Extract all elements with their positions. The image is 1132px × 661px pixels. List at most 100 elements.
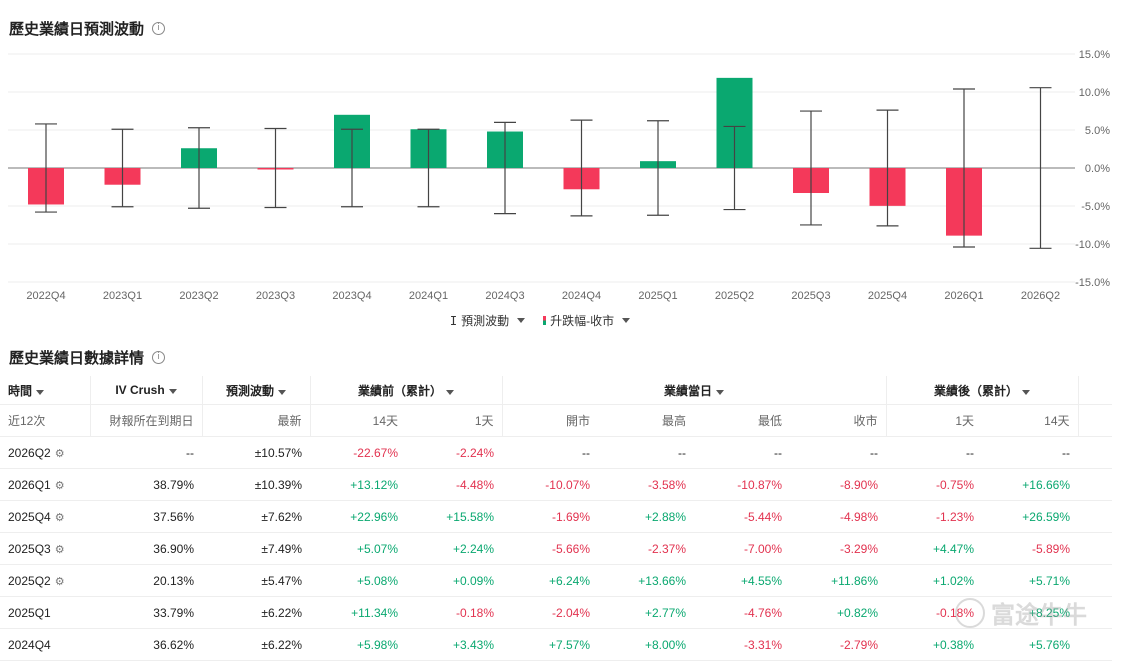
table-cell: -10.07% xyxy=(502,468,598,501)
chevron-down-icon xyxy=(278,389,286,395)
logo-icon xyxy=(955,597,985,628)
table-cell: +13.12% xyxy=(310,468,406,501)
x-tick-label: 2023Q2 xyxy=(179,290,218,302)
table-cell: +8.25% xyxy=(982,596,1078,629)
row-spacer xyxy=(1078,564,1112,597)
x-tick-label: 2026Q1 xyxy=(944,290,983,302)
header-iv-crush[interactable]: IV Crush xyxy=(90,376,203,405)
table-cell: +0.82% xyxy=(790,596,886,629)
table-cell: -- xyxy=(598,436,694,469)
x-tick-label: 2026Q2 xyxy=(1021,290,1060,302)
table-cell: +15.58% xyxy=(406,500,502,533)
row-time: 2025Q2 ⚙ xyxy=(0,564,90,597)
subheader-cell: 收市 xyxy=(790,404,887,437)
table-cell: +11.86% xyxy=(790,564,886,597)
subheader-cell: 1天 xyxy=(886,404,982,437)
subheader-row: 近12次 財報所在到期日 最新 14天 1天 開市 最高 最低 收市 1天 14天 xyxy=(0,404,1112,437)
header-pre-earnings[interactable]: 業績前（累計） xyxy=(310,376,503,405)
chevron-down-icon xyxy=(1022,389,1030,395)
info-icon[interactable]: i xyxy=(152,22,166,35)
table-row[interactable]: 2024Q4 36.62% ±6.22% +5.98% +3.43% +7.57% +8.0… xyxy=(0,628,1112,661)
table-cell: ±10.57% xyxy=(202,436,310,469)
gear-icon[interactable]: ⚙ xyxy=(54,574,65,588)
table-cell: -- xyxy=(502,436,598,469)
header-time[interactable]: 時間 xyxy=(0,376,91,405)
table-cell: -5.44% xyxy=(694,500,790,533)
chart-section-title: 歷史業績日預測波動 i xyxy=(9,18,166,39)
x-tick-label: 2025Q3 xyxy=(791,290,830,302)
x-tick-label: 2024Q1 xyxy=(409,290,448,302)
table-cell: +4.55% xyxy=(694,564,790,597)
earnings-table: 時間 IV Crush 預測波動 業績前（累計） 業績當日 業績後（累計） 近1… xyxy=(0,376,1112,661)
header-forecast[interactable]: 預測波動 xyxy=(202,376,311,405)
table-row[interactable]: 2025Q1 33.79% ±6.22% +11.34% -0.18% -2.04% +2.… xyxy=(0,596,1112,629)
table-cell: 36.90% xyxy=(90,532,202,565)
gear-icon[interactable]: ⚙ xyxy=(54,446,65,460)
table-cell: +16.66% xyxy=(982,468,1078,501)
table-cell: -- xyxy=(886,436,982,469)
table-cell: -8.90% xyxy=(790,468,886,501)
info-icon[interactable]: i xyxy=(152,351,166,364)
table-cell: -5.89% xyxy=(982,532,1078,565)
table-cell: +2.24% xyxy=(406,532,502,565)
legend-item-forecast[interactable]: I 預測波動 xyxy=(450,312,526,329)
table-cell: -5.66% xyxy=(502,532,598,565)
table-row[interactable]: 2025Q3 ⚙ 36.90% ±7.49% +5.07% +2.24% -5.66% -2.… xyxy=(0,532,1112,565)
table-cell: 37.56% xyxy=(90,500,202,533)
row-spacer xyxy=(1078,628,1112,661)
table-title-text: 歷史業績日數據詳情 xyxy=(9,350,145,367)
subheader-cell: 1天 xyxy=(406,404,503,437)
row-time: 2025Q1 xyxy=(0,596,90,629)
y-tick-label: 0.0% xyxy=(1085,163,1110,175)
table-cell: -0.75% xyxy=(886,468,982,501)
table-cell: +1.02% xyxy=(886,564,982,597)
row-time: 2025Q3 ⚙ xyxy=(0,532,90,565)
table-cell: +7.57% xyxy=(502,628,598,661)
subheader-cell: 開市 xyxy=(502,404,598,437)
gear-icon[interactable]: ⚙ xyxy=(54,510,65,524)
table-cell: -- xyxy=(982,436,1078,469)
table-cell: -2.79% xyxy=(790,628,886,661)
table-cell: ±6.22% xyxy=(202,596,310,629)
table-cell: ±7.62% xyxy=(202,500,310,533)
table-cell: +26.59% xyxy=(982,500,1078,533)
x-tick-label: 2024Q3 xyxy=(485,290,524,302)
table-cell: -3.58% xyxy=(598,468,694,501)
x-tick-label: 2022Q4 xyxy=(26,290,65,302)
header-post-earnings[interactable]: 業績後（累計） xyxy=(886,376,1079,405)
table-cell: +8.00% xyxy=(598,628,694,661)
table-cell: -2.37% xyxy=(598,532,694,565)
row-time: 2025Q4 ⚙ xyxy=(0,500,90,533)
table-cell: -3.29% xyxy=(790,532,886,565)
chart-legend: I 預測波動 升跌幅-收市 xyxy=(0,312,1080,329)
gear-icon[interactable]: ⚙ xyxy=(54,478,65,492)
subheader-spacer xyxy=(1078,404,1112,437)
row-spacer xyxy=(1078,500,1112,533)
table-row[interactable]: 2026Q2 ⚙ -- ±10.57% -22.67% -2.24% -- -- -- -- -- -… xyxy=(0,436,1112,469)
table-cell: +6.24% xyxy=(502,564,598,597)
x-tick-label: 2023Q1 xyxy=(103,290,142,302)
table-row[interactable]: 2025Q2 ⚙ 20.13% ±5.47% +5.08% +0.09% +6.24% +13… xyxy=(0,564,1112,597)
legend-change-label: 升跌幅-收市 xyxy=(550,314,615,328)
table-cell: ±7.49% xyxy=(202,532,310,565)
table-cell: 20.13% xyxy=(90,564,202,597)
table-cell: 38.79% xyxy=(90,468,202,501)
table-row[interactable]: 2025Q4 ⚙ 37.56% ±7.62% +22.96% +15.58% -1.69% +… xyxy=(0,500,1112,533)
legend-item-change[interactable]: 升跌幅-收市 xyxy=(543,312,631,329)
table-cell: -22.67% xyxy=(310,436,406,469)
header-earnings-day[interactable]: 業績當日 xyxy=(502,376,887,405)
gear-icon[interactable]: ⚙ xyxy=(54,542,65,556)
chevron-down-icon xyxy=(517,318,526,323)
watermark: 富途牛牛 xyxy=(955,595,1087,630)
table-row[interactable]: 2026Q1 ⚙ 38.79% ±10.39% +13.12% -4.48% -10.07%… xyxy=(0,468,1112,501)
table-cell: +5.08% xyxy=(310,564,406,597)
chevron-down-icon xyxy=(36,389,45,395)
table-cell: -4.98% xyxy=(790,500,886,533)
chevron-down-icon xyxy=(168,389,177,394)
row-spacer xyxy=(1078,436,1112,469)
chevron-down-icon xyxy=(622,318,631,323)
watermark-text: 富途牛牛 xyxy=(991,602,1087,629)
table-cell: +5.98% xyxy=(310,628,406,661)
table-cell: +11.34% xyxy=(310,596,406,629)
table-cell: -7.00% xyxy=(694,532,790,565)
